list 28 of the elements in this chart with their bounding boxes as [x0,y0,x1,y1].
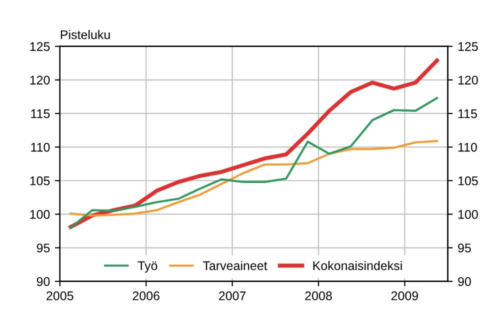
y2-tick-label: 125 [458,42,478,51]
y-tick-label: 125 [30,42,50,51]
x-tick-label: 2007 [219,291,246,300]
y-tick-label: 105 [30,176,50,186]
y-tick-label: 115 [31,109,50,118]
y2-tick-label: 100 [458,210,478,219]
x-tick-label: 2009 [391,291,418,300]
y2-tick-label: 110 [458,142,477,152]
y2-tick-label: 120 [458,76,478,85]
y2-tick-label: 115 [458,109,477,118]
x-tick-label: 2006 [132,291,160,300]
y-tick-label: 90 [36,277,50,286]
y-tick-label: 110 [31,142,50,152]
y2-tick-label: 95 [458,244,471,252]
y-tick-label: 120 [30,76,50,85]
legend-label: Työ [138,261,158,273]
legend-label: Kokonaisindeksi [313,260,402,270]
x-tick-label: 2005 [46,291,74,300]
legend-label: Tarveaineet [202,260,268,270]
y2-tick-label: 105 [458,176,478,186]
y2-tick-label: 90 [458,277,471,286]
y-axis-title: Pisteluku [60,30,110,40]
line-series [70,140,438,217]
y-tick-label: 100 [30,210,50,219]
x-tick-label: 2008 [305,291,332,300]
y-tick-label: 95 [36,244,50,252]
line-series [68,58,439,229]
line-series [70,96,438,229]
